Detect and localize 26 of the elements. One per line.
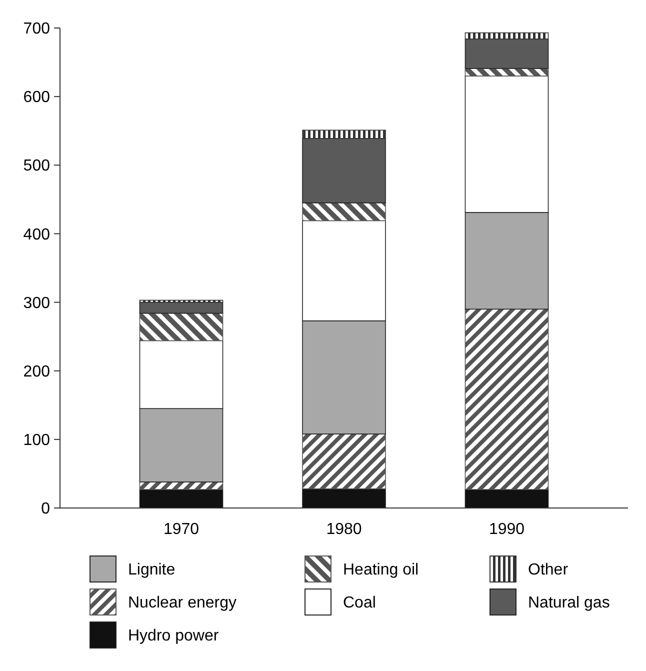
bar <box>139 482 224 490</box>
legend-label: Other <box>528 562 569 579</box>
y-tick-label: 700 <box>23 20 50 38</box>
bar <box>302 130 386 139</box>
legend-label: Hydro power <box>128 628 220 645</box>
y-tick-label: 600 <box>23 89 50 106</box>
legend-label: Natural gas <box>528 594 610 612</box>
legend-label: Coal <box>343 594 376 612</box>
y-tick-label: 0 <box>41 500 50 518</box>
bar <box>464 32 549 40</box>
y-tick-label: 400 <box>23 226 50 244</box>
x-tick-label: 1980 <box>326 521 362 538</box>
y-tick-label: 500 <box>23 158 50 175</box>
x-tick-label: 1990 <box>488 521 525 538</box>
y-tick-label: 100 <box>23 432 50 450</box>
bar <box>302 488 386 508</box>
y-tick-label: 300 <box>23 294 50 312</box>
bar <box>464 489 549 508</box>
x-tick-label: 1970 <box>163 521 200 538</box>
legend-label: Nuclear energy <box>128 594 236 612</box>
bar <box>464 308 549 490</box>
legend-label: Lignite <box>128 562 176 579</box>
y-tick-label: 200 <box>23 363 50 380</box>
bar <box>139 489 224 508</box>
bar <box>302 434 386 490</box>
legend-label: Heating oil <box>343 562 419 579</box>
